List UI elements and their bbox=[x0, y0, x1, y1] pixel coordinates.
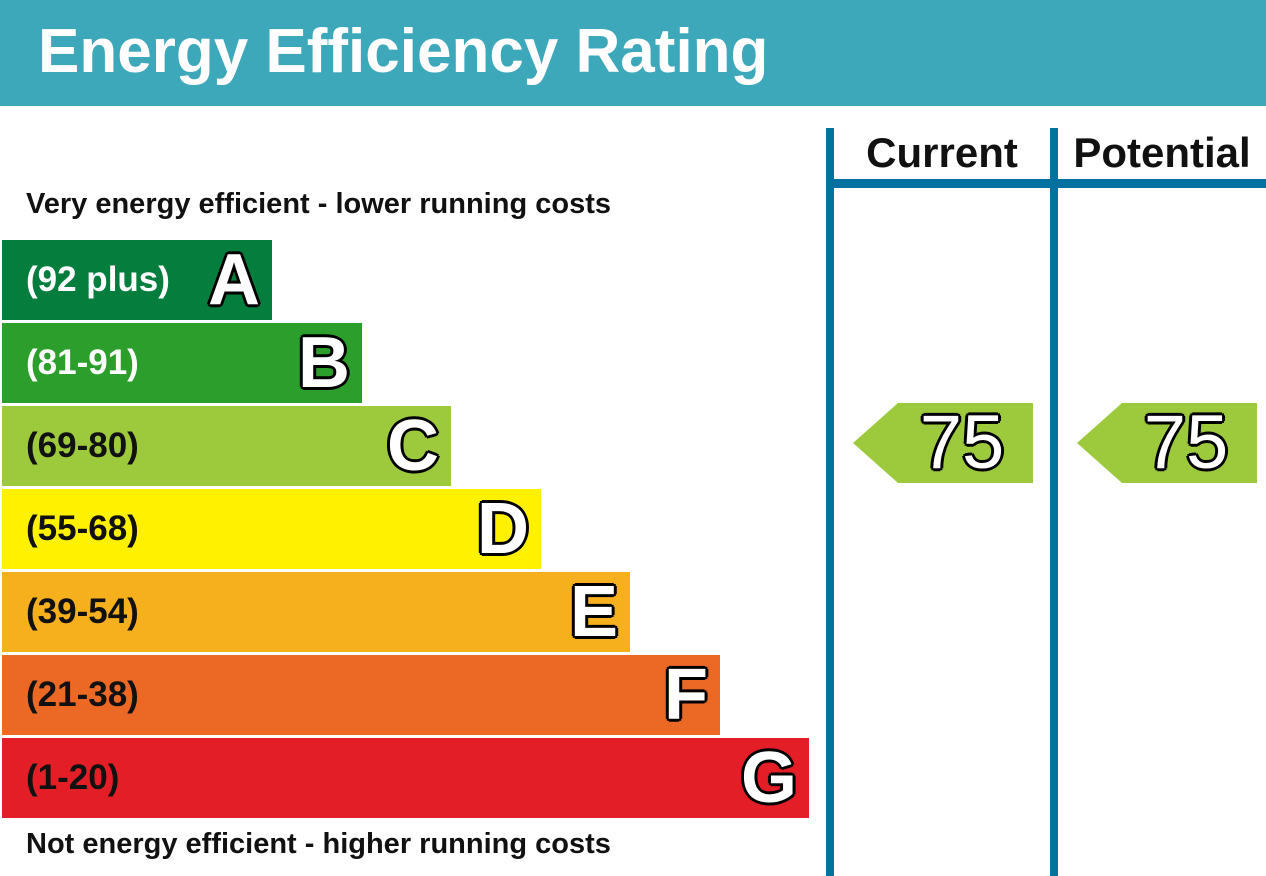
band-f-letter: F bbox=[664, 655, 708, 735]
current-rating-arrow: 75 bbox=[853, 403, 1033, 483]
potential-rating-shape bbox=[1077, 403, 1257, 483]
band-b-letter: B bbox=[298, 323, 350, 403]
band-e-letter: E bbox=[569, 572, 618, 652]
band-c: (69-80) C bbox=[2, 406, 451, 486]
column-divider-left bbox=[826, 128, 834, 876]
band-d-range: (55-68) bbox=[26, 509, 139, 548]
potential-column-header: Potential bbox=[1073, 129, 1251, 176]
band-c-range: (69-80) bbox=[26, 426, 139, 465]
band-g-letter: G bbox=[740, 738, 797, 818]
current-header-underline bbox=[834, 179, 1050, 188]
header-bar: Energy Efficiency Rating bbox=[0, 0, 1266, 106]
band-c-letter: C bbox=[387, 406, 439, 486]
band-a-letter: A bbox=[208, 240, 260, 320]
band-f-range: (21-38) bbox=[26, 675, 139, 714]
band-a: (92 plus) A bbox=[2, 240, 272, 320]
band-g-range: (1-20) bbox=[26, 758, 120, 797]
band-f: (21-38) F bbox=[2, 655, 720, 735]
potential-rating-value: 75 bbox=[1143, 400, 1229, 485]
column-divider-middle bbox=[1050, 128, 1058, 876]
band-g: (1-20) G bbox=[2, 738, 809, 818]
potential-header-underline bbox=[1058, 179, 1266, 188]
band-a-range: (92 plus) bbox=[26, 260, 170, 299]
current-column-header: Current bbox=[866, 129, 1018, 176]
caption-very-efficient: Very energy efficient - lower running co… bbox=[26, 188, 611, 220]
current-rating-shape bbox=[853, 403, 1033, 483]
band-d: (55-68) D bbox=[2, 489, 541, 569]
band-b-range: (81-91) bbox=[26, 343, 139, 382]
band-e-range: (39-54) bbox=[26, 592, 139, 631]
current-rating-value: 75 bbox=[919, 400, 1005, 485]
potential-rating-arrow: 75 bbox=[1077, 403, 1257, 483]
page-title: Energy Efficiency Rating bbox=[38, 17, 769, 86]
band-d-letter: D bbox=[477, 489, 529, 569]
band-b: (81-91) B bbox=[2, 323, 362, 403]
caption-not-efficient: Not energy efficient - higher running co… bbox=[26, 828, 611, 860]
band-e: (39-54) E bbox=[2, 572, 630, 652]
